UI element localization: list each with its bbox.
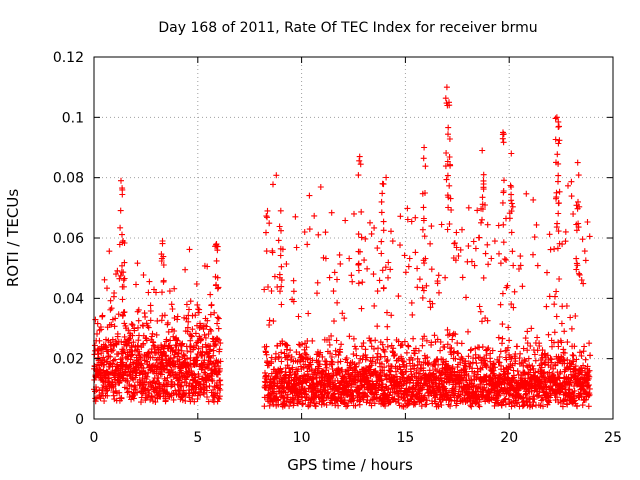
chart-title: Day 168 of 2011, Rate Of TEC Index for r…: [158, 20, 537, 36]
y-tick-labels: 0 0.02 0.04 0.06 0.08 0.1 0.12: [53, 50, 84, 428]
y-tick-label: 0.12: [53, 50, 84, 66]
x-tick-labels: 0 5 10 15 20 25: [90, 430, 622, 446]
data-points: [91, 84, 594, 410]
y-tick-label: 0.1: [62, 110, 84, 126]
x-tick-label: 5: [193, 430, 202, 446]
y-tick-label: 0.04: [53, 291, 84, 307]
x-tick-label: 25: [604, 430, 622, 446]
y-tick-label: 0: [75, 412, 84, 428]
x-axis-label: GPS time / hours: [287, 456, 413, 474]
x-tick-label: 15: [396, 430, 414, 446]
axis-ticks: [93, 56, 614, 420]
y-tick-label: 0.08: [53, 171, 84, 187]
y-axis-label: ROTI / TECUs: [4, 189, 22, 287]
y-tick-label: 0.02: [53, 352, 84, 368]
x-tick-label: 0: [90, 430, 99, 446]
x-tick-label: 20: [500, 430, 518, 446]
x-tick-label: 10: [293, 430, 311, 446]
point-markers: [91, 84, 594, 410]
y-tick-label: 0.06: [53, 231, 84, 247]
